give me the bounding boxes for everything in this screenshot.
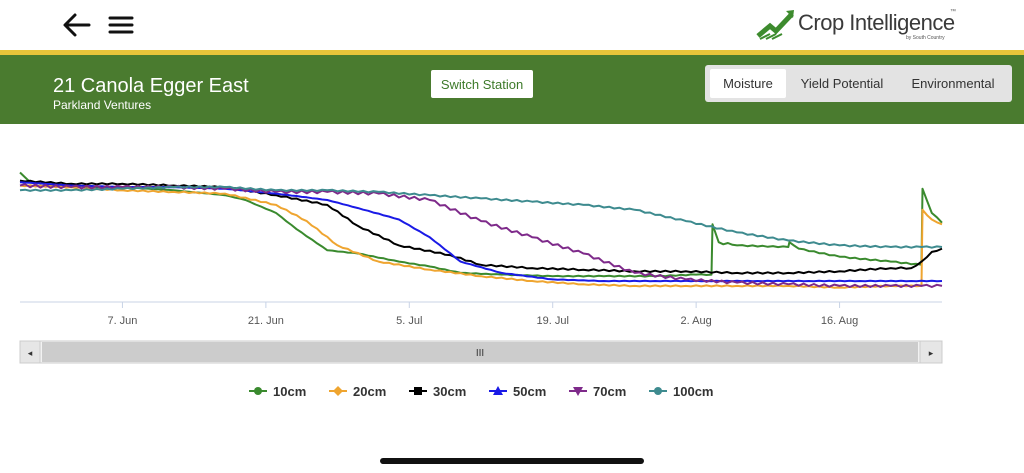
tab-yield-potential[interactable]: Yield Potential [800,76,884,91]
legend-item-10cm[interactable]: 10cm [249,380,306,402]
x-tick-label: 5. Jul [396,315,422,327]
x-tick-label: 21. Jun [248,315,284,327]
x-tick-label: 16. Aug [821,315,858,327]
legend-label: 20cm [353,383,387,399]
home-indicator [380,458,644,464]
legend-symbol-circle-icon [649,387,667,395]
series-line-100cm[interactable] [19,185,943,249]
legend-label: 50cm [513,383,547,399]
logo-text: Crop Intelligence [798,10,955,35]
chevron-right-icon: ▸ [929,348,934,358]
x-tick-label: 7. Jun [107,315,137,327]
x-axis-ticks: 7. Jun 21. Jun 5. Jul 19. Jul 2. Aug 16. Aug [107,302,858,327]
legend-item-30cm[interactable]: 30cm [409,380,466,402]
series-line-10cm[interactable] [19,171,943,278]
legend-label: 10cm [273,383,307,399]
scroll-grip-icon: III [476,348,484,359]
tab-moisture[interactable]: Moisture [710,69,786,98]
series-line-30cm[interactable] [19,179,943,275]
legend-item-70cm[interactable]: 70cm [569,380,626,402]
chart-legend: 10cm 20cm 30cm 50cm 70cm 100cm [0,380,964,402]
series-line-50cm[interactable] [19,181,943,283]
scroll-right-button[interactable] [919,340,943,364]
series-line-20cm[interactable] [19,184,943,289]
plot-series-group [19,171,943,289]
logo-subtitle: by South Country [906,35,945,41]
legend-item-20cm[interactable]: 20cm [329,380,386,402]
legend-symbol-diamond-icon [329,386,347,396]
station-owner: Parkland Ventures [53,98,152,112]
logo-trademark: ™ [950,9,956,15]
logo-mark-icon [756,10,794,40]
station-name: 21 Canola Egger East [53,75,249,97]
series-line-70cm[interactable] [19,183,943,288]
legend-item-100cm[interactable]: 100cm [649,380,713,402]
x-tick-label: 2. Aug [681,315,712,327]
header-accent-line [0,50,1024,55]
legend-label: 30cm [433,383,467,399]
legend-symbol-triangle-down-icon [569,387,587,396]
chevron-left-icon: ◂ [28,348,33,358]
scroll-left-button[interactable] [19,340,41,364]
scrollbar-thumb[interactable] [42,342,918,362]
legend-symbol-circle-icon [249,387,267,395]
legend-label: 100cm [673,383,714,399]
tab-environmental[interactable]: Environmental [911,76,995,91]
switch-station-button[interactable]: Switch Station [431,70,533,98]
legend-symbol-triangle-icon [489,386,507,395]
legend-item-50cm[interactable]: 50cm [489,380,546,402]
moisture-chart[interactable]: 7. Jun 21. Jun 5. Jul 19. Jul 2. Aug 16. Aug … [0,124,964,380]
station-header: 21 Canola Egger East Parkland Ventures S… [0,55,1024,124]
legend-symbol-square-icon [409,387,427,395]
view-tabs: Moisture Yield Potential Environmental [705,65,1012,102]
legend-label: 70cm [593,383,627,399]
navigator-scrollbar[interactable]: ◂ III ▸ [19,340,943,364]
x-tick-label: 19. Jul [537,315,569,327]
top-bar: Crop Intelligence ™ by South Country [0,0,1024,50]
arrow-left-icon[interactable] [60,8,94,42]
crop-intelligence-logo: Crop Intelligence ™ by South Country [756,6,956,44]
hamburger-menu-icon[interactable] [106,10,136,40]
